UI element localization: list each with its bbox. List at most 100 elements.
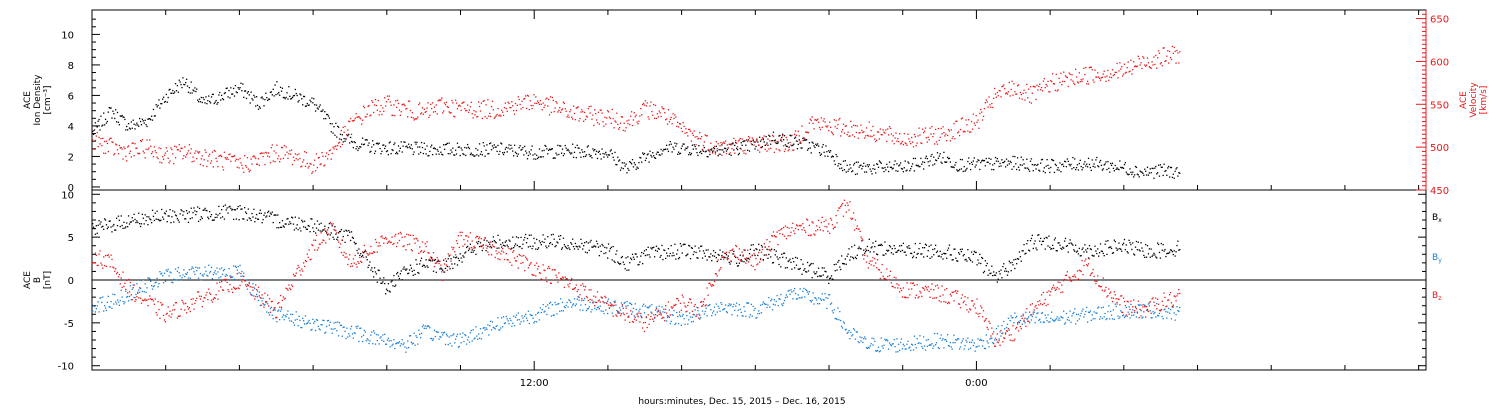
velocity-point [1173,46,1175,49]
bx-point [1057,242,1059,244]
velocity-point [422,113,425,115]
velocity-point [488,115,490,117]
by-point [540,311,542,314]
by-point [1008,329,1010,331]
by-point [1004,328,1006,330]
by-point [1041,312,1044,314]
bx-point [1139,250,1141,252]
by-point [1037,312,1039,314]
bx-point [487,245,489,247]
bx-point [885,253,887,255]
density-point [413,151,415,153]
bx-point [630,258,633,261]
bx-point [1110,246,1112,248]
by-point [986,340,988,342]
velocity-point [651,110,653,113]
by-point [595,308,598,311]
density-point [1085,165,1087,167]
density-point [1051,159,1054,161]
bx-point [928,245,930,248]
velocity-point [995,96,998,98]
bx-point [1161,249,1163,251]
velocity-point [484,115,486,118]
velocity-point [880,133,882,136]
bx-point [189,217,191,220]
bx-point [774,254,776,256]
bz-point [172,309,174,311]
bx-point [311,218,313,220]
velocity-point [617,123,619,126]
y-tick-label-right: 450 [1430,186,1449,197]
bx-point [969,258,971,260]
by-point [591,308,593,311]
by-point [319,329,321,331]
density-point [157,104,159,107]
density-point [396,151,398,153]
bx-point [715,256,718,259]
velocity-point [417,116,419,118]
velocity-point [583,120,585,122]
velocity-point [1058,77,1060,80]
bx-point [614,261,616,264]
velocity-point [152,155,155,158]
density-point [656,151,659,153]
density-point [688,152,691,154]
density-point [1074,158,1076,160]
by-point [411,343,413,345]
velocity-point [282,157,285,160]
bx-point [1016,263,1018,265]
velocity-point [1031,92,1033,94]
velocity-point [337,144,339,147]
density-point [142,120,144,122]
bx-point [462,255,464,257]
velocity-point [620,115,623,118]
bx-point [877,244,880,247]
density-point [507,147,509,149]
by-point [493,327,495,329]
density-point [401,151,403,153]
velocity-point [133,155,135,157]
density-point [740,142,742,144]
by-point [229,275,231,277]
bx-point [310,218,312,220]
density-point [926,157,928,160]
velocity-point [1010,88,1012,91]
by-point [741,315,743,317]
by-point [209,272,211,274]
velocity-point [508,102,510,105]
density-point [358,147,360,150]
velocity-point [234,160,237,162]
by-point [574,304,577,307]
by-point [947,344,950,347]
density-point [593,150,595,152]
density-point [298,99,300,102]
bx-point [1171,251,1174,253]
density-point [893,164,895,166]
density-point [279,94,281,96]
by-point [399,345,402,347]
velocity-point [857,137,859,139]
bx-point [404,268,406,270]
velocity-point [472,117,474,119]
bx-point [150,219,152,221]
density-point [411,148,413,150]
velocity-point [1171,45,1174,48]
by-point [792,298,794,300]
bz-point [122,271,124,273]
density-point [1090,169,1092,172]
bx-point [297,228,299,231]
velocity-point [873,134,875,136]
bx-point [907,247,909,249]
by-point [452,334,454,336]
by-point [1175,313,1177,316]
by-point [443,332,445,334]
velocity-point [639,115,641,117]
velocity-point [259,153,261,155]
velocity-point [232,155,235,158]
bx-point [1165,255,1167,258]
density-point [690,152,693,155]
bz-point [102,267,104,269]
density-point [1066,158,1069,160]
velocity-point [465,110,467,112]
density-point [689,154,692,156]
